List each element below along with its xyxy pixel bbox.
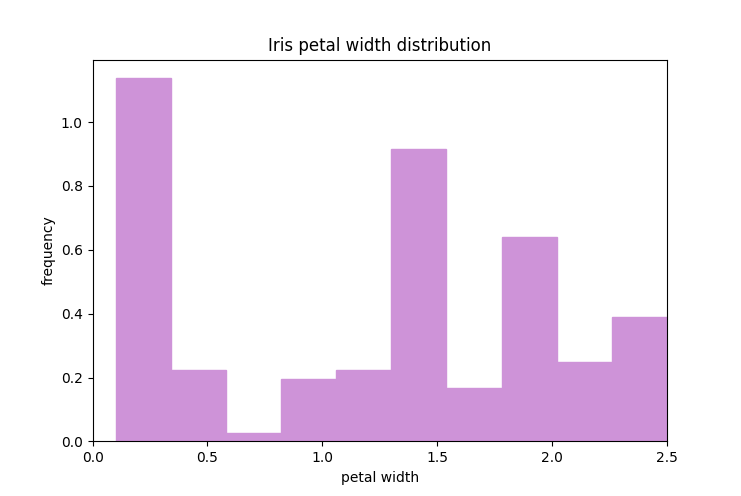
Bar — [391, 149, 446, 441]
Title: Iris petal width distribution: Iris petal width distribution — [268, 37, 491, 55]
Y-axis label: frequency: frequency — [41, 216, 56, 285]
Bar — [170, 371, 226, 441]
Bar — [116, 78, 170, 441]
Bar — [446, 388, 502, 441]
X-axis label: petal width: petal width — [341, 471, 419, 485]
Bar — [502, 238, 556, 441]
Bar — [281, 379, 336, 441]
Bar — [336, 371, 391, 441]
Bar — [612, 317, 667, 441]
Bar — [226, 433, 281, 441]
Bar — [556, 362, 612, 441]
